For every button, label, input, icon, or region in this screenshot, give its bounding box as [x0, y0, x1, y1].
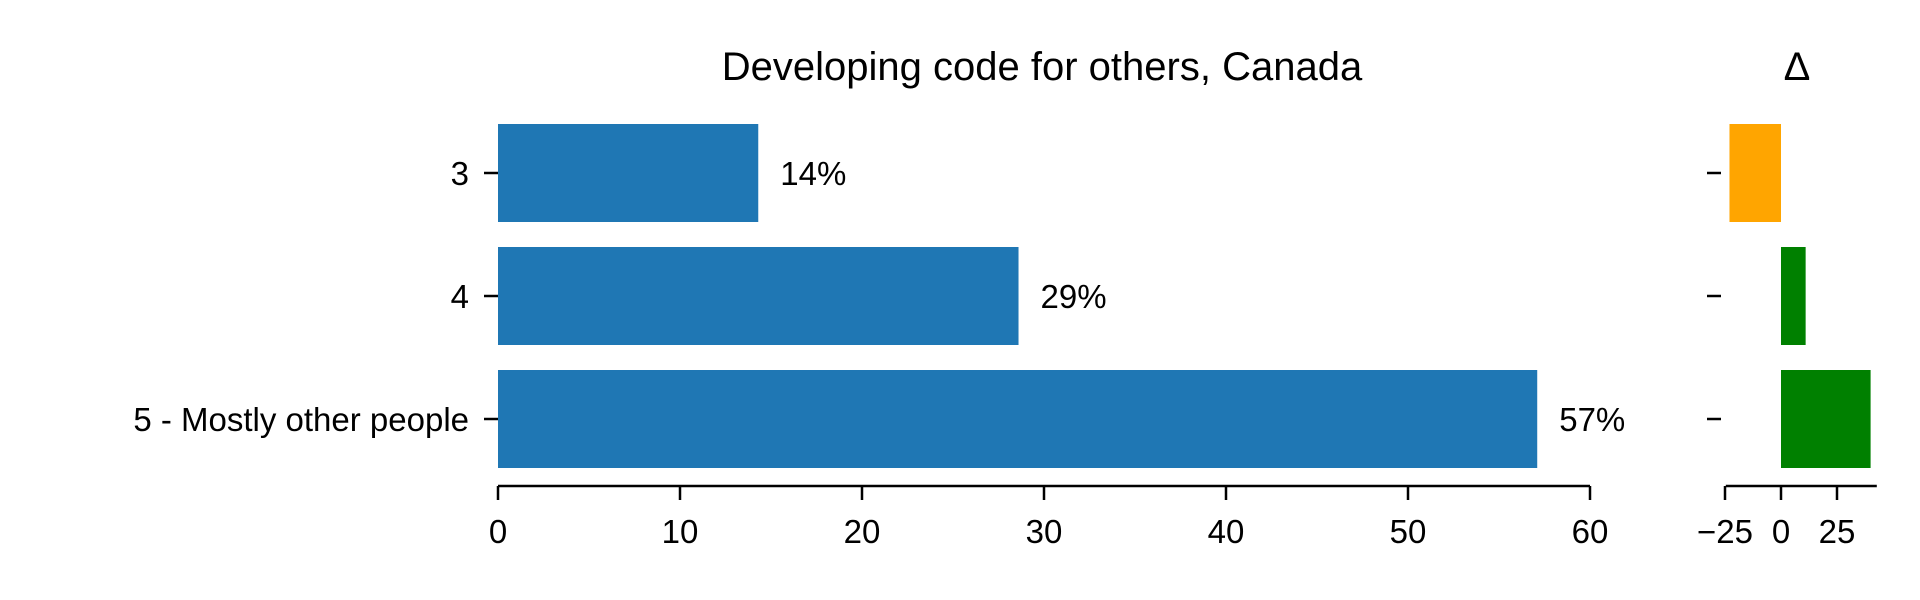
- x-tick-label: 20: [844, 513, 881, 550]
- x-tick-label: 50: [1390, 513, 1427, 550]
- delta-chart-title: Δ: [1784, 45, 1811, 89]
- x-tick-label: 60: [1572, 513, 1609, 550]
- bar: [498, 370, 1538, 468]
- main-bar-plot: 3 4 5 - Mostly other people 14% 29% 57% 0 10 20 3…: [133, 124, 1625, 550]
- x-tick-label: 40: [1208, 513, 1245, 550]
- category-label: 5 - Mostly other people: [133, 401, 469, 438]
- delta-bar: [1781, 370, 1871, 468]
- main-chart-title: Developing code for others, Canada: [722, 45, 1363, 89]
- bar-value-label: 14%: [780, 155, 846, 192]
- bar-value-label: 29%: [1041, 278, 1107, 315]
- x-tick-label: 0: [1772, 513, 1790, 550]
- bar-value-label: 57%: [1559, 401, 1625, 438]
- delta-bar-plot: −25 0 25: [1697, 124, 1877, 550]
- x-tick-label: −25: [1697, 513, 1753, 550]
- bar: [498, 247, 1019, 345]
- category-label: 4: [451, 278, 469, 315]
- x-tick-label: 30: [1026, 513, 1063, 550]
- delta-bar: [1729, 124, 1781, 222]
- bar: [498, 124, 759, 222]
- x-tick-label: 0: [489, 513, 507, 550]
- category-label: 3: [451, 155, 469, 192]
- delta-bar: [1781, 247, 1806, 345]
- x-tick-label: 10: [662, 513, 699, 550]
- x-tick-label: 25: [1819, 513, 1856, 550]
